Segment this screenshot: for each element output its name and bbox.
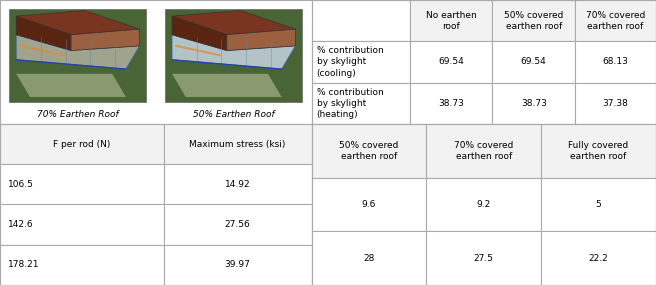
Bar	[541, 178, 656, 231]
Bar	[312, 83, 410, 124]
Bar	[165, 9, 302, 102]
Text: 50% covered
earthen roof: 50% covered earthen roof	[504, 11, 564, 31]
Text: 14.92: 14.92	[225, 180, 251, 189]
Polygon shape	[16, 74, 126, 97]
Polygon shape	[172, 16, 227, 50]
Polygon shape	[71, 29, 140, 50]
Bar	[163, 245, 312, 285]
Text: 70% covered
earthen roof: 70% covered earthen roof	[454, 141, 513, 161]
Text: 22.2: 22.2	[588, 254, 608, 263]
Bar	[0, 164, 163, 205]
Bar	[0, 124, 163, 164]
Bar	[426, 231, 541, 285]
Bar	[163, 164, 312, 205]
Text: 37.38: 37.38	[603, 99, 628, 108]
Bar	[575, 0, 656, 41]
Text: 69.54: 69.54	[438, 58, 464, 66]
Bar	[541, 124, 656, 178]
Text: 50% Earthen Roof: 50% Earthen Roof	[193, 109, 274, 119]
Text: 38.73: 38.73	[438, 99, 464, 108]
Text: % contribution
by skylight
(heating): % contribution by skylight (heating)	[316, 88, 383, 119]
Bar	[312, 178, 426, 231]
Polygon shape	[16, 16, 71, 50]
Bar	[9, 9, 146, 102]
Polygon shape	[172, 35, 295, 69]
Text: 27.5: 27.5	[474, 254, 493, 263]
Text: 50% covered
earthen roof: 50% covered earthen roof	[339, 141, 399, 161]
Bar	[426, 178, 541, 231]
Text: Fully covered
earthen roof: Fully covered earthen roof	[568, 141, 628, 161]
Text: 38.73: 38.73	[521, 99, 546, 108]
Text: 27.56: 27.56	[225, 220, 251, 229]
Text: 106.5: 106.5	[8, 180, 34, 189]
Text: 28: 28	[363, 254, 375, 263]
Bar	[410, 0, 493, 41]
Text: 178.21: 178.21	[8, 260, 39, 269]
Text: No earthen
roof: No earthen roof	[426, 11, 476, 31]
Text: 70% Earthen Roof: 70% Earthen Roof	[37, 109, 119, 119]
Bar	[0, 205, 163, 245]
Bar	[163, 124, 312, 164]
Polygon shape	[16, 35, 140, 69]
Bar	[312, 41, 410, 83]
Text: 9.6: 9.6	[361, 200, 376, 209]
Bar	[575, 83, 656, 124]
Bar	[410, 41, 493, 83]
Text: 39.97: 39.97	[224, 260, 251, 269]
Bar	[493, 41, 575, 83]
Bar	[0, 245, 163, 285]
Polygon shape	[172, 74, 281, 97]
Bar	[493, 0, 575, 41]
Bar	[410, 83, 493, 124]
Text: 9.2: 9.2	[476, 200, 491, 209]
Bar	[312, 124, 426, 178]
Text: % contribution
by skylight
(cooling): % contribution by skylight (cooling)	[316, 46, 383, 78]
Text: 5: 5	[596, 200, 602, 209]
Bar	[312, 0, 410, 41]
Polygon shape	[16, 11, 140, 35]
Bar	[575, 41, 656, 83]
Text: 68.13: 68.13	[603, 58, 628, 66]
Text: F per rod (N): F per rod (N)	[53, 140, 110, 148]
Text: 69.54: 69.54	[521, 58, 546, 66]
Text: 142.6: 142.6	[8, 220, 34, 229]
Bar	[312, 231, 426, 285]
Bar	[493, 83, 575, 124]
Polygon shape	[227, 29, 295, 50]
Polygon shape	[172, 11, 295, 35]
Text: 70% covered
earthen roof: 70% covered earthen roof	[586, 11, 646, 31]
Bar	[163, 205, 312, 245]
Text: Maximum stress (ksi): Maximum stress (ksi)	[190, 140, 286, 148]
Bar	[426, 124, 541, 178]
Bar	[541, 231, 656, 285]
